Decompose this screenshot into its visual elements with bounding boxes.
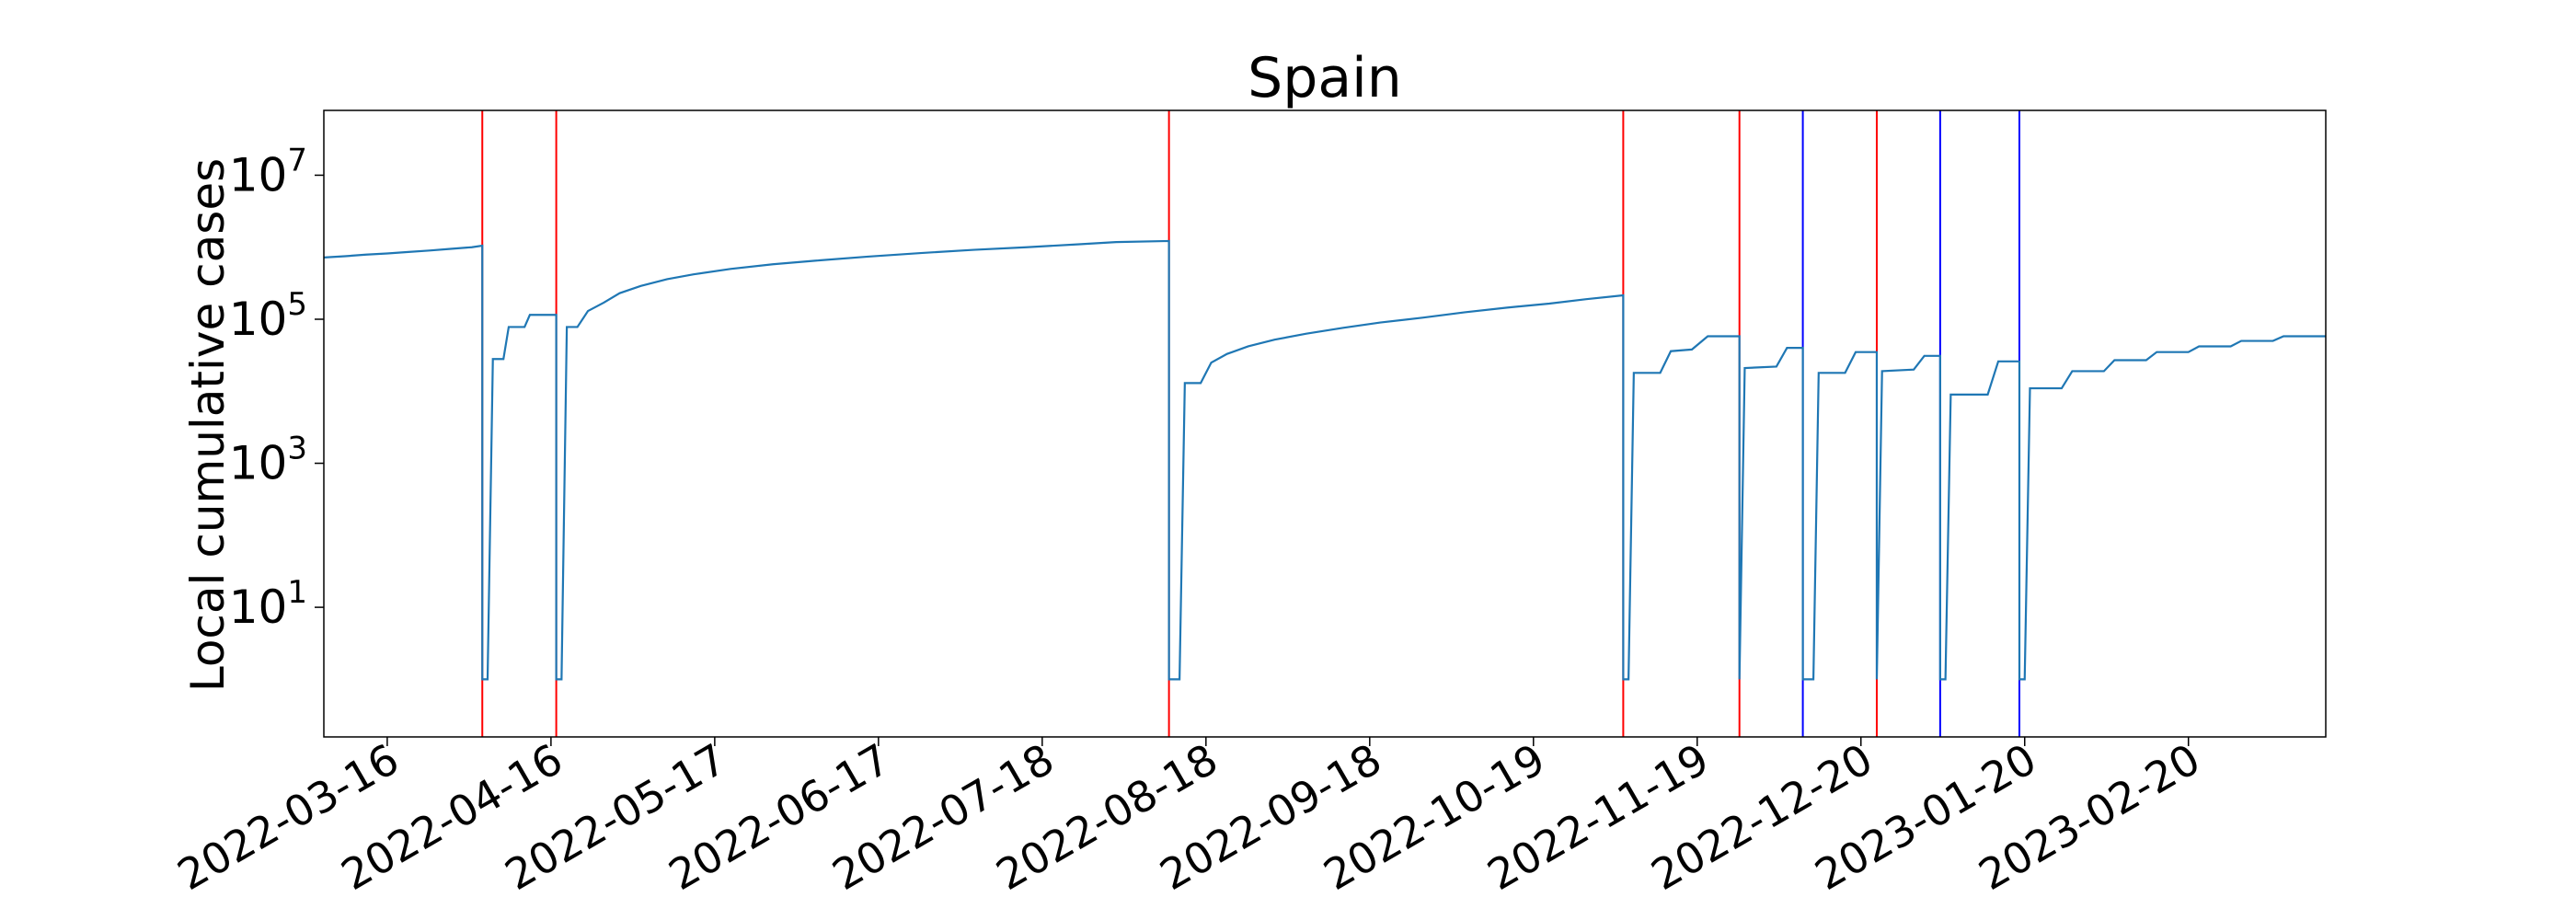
y-tick-label: 101: [229, 574, 307, 634]
chart-title: Spain: [1248, 46, 1402, 110]
series-group: [323, 239, 2326, 681]
x-axis: 2022-03-162022-04-162022-05-172022-06-17…: [169, 734, 2208, 900]
y-axis-label: Local cumulative cases: [181, 158, 235, 692]
series-line-0: [323, 239, 2326, 681]
vertical-markers: [481, 110, 2020, 737]
plot-frame: [323, 109, 2327, 738]
y-axis: 101 103 105 107: [229, 142, 324, 634]
y-tick-label: 103: [229, 431, 307, 490]
y-tick-label: 105: [229, 286, 307, 346]
y-tick-label: 107: [229, 142, 307, 201]
